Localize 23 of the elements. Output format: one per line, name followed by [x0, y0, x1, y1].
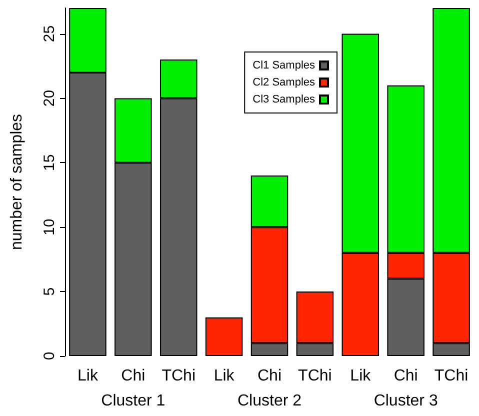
legend-label: Cl2 Samples — [252, 76, 316, 88]
x-tick-label: TChi — [162, 368, 196, 384]
y-tick-label: 20 — [41, 90, 58, 107]
y-tick-label: 0 — [41, 352, 58, 360]
x-tick-label: Chi — [121, 368, 146, 384]
legend-label: Cl1 Samples — [252, 60, 316, 72]
y-tick-label: 10 — [41, 218, 58, 236]
x-tick-label: TChi — [434, 368, 468, 384]
bar — [205, 317, 243, 356]
y-tick-label: 5 — [41, 287, 58, 296]
x-tick-label: Lik — [77, 368, 99, 384]
x-tick-label: Chi — [394, 368, 418, 384]
x-tick-label: Lik — [214, 368, 236, 384]
x-tick-label: TChi — [298, 368, 332, 384]
y-tick-label: 25 — [41, 25, 58, 42]
x-tick-label: Lik — [350, 368, 372, 384]
legend-label: Cl3 Samples — [252, 94, 316, 106]
text: Cluster 1 — [101, 392, 166, 410]
x-tick-label: Chi — [257, 368, 282, 384]
text: Cluster 3 — [374, 392, 438, 410]
y-tick-label: 15 — [41, 154, 58, 172]
y-axis-title: number of samples — [8, 114, 26, 250]
text: Cluster 2 — [237, 392, 302, 410]
